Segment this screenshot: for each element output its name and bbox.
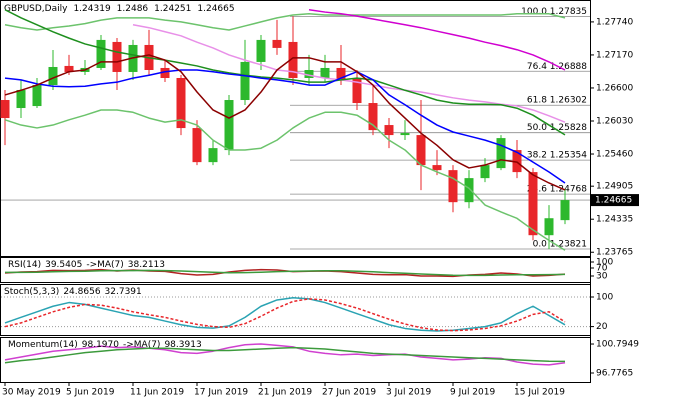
fib-label: 38.2 1.25354 xyxy=(527,151,587,161)
candle-body xyxy=(352,77,362,104)
y-tick-label: 1.23765 xyxy=(596,248,633,258)
indicator-label: Momentum(14) 98.1970 ->MA(7) 98.3913 xyxy=(8,340,202,350)
candle-body xyxy=(512,150,522,173)
candle-body xyxy=(160,67,170,78)
y-tick-label: 1.26600 xyxy=(596,83,633,93)
chart-header: GBPUSD,Daily 1.24319 1.2486 1.24251 1.24665 xyxy=(4,4,235,14)
header-high: 1.2486 xyxy=(117,4,149,14)
symbol-title: GBPUSD,Daily xyxy=(4,4,68,14)
candle-body xyxy=(16,89,26,109)
y-tick-label: 1.24335 xyxy=(596,215,633,225)
y-tick-label: 100 xyxy=(596,293,613,303)
series-line xyxy=(308,8,566,71)
candle-body xyxy=(400,133,410,136)
series-line xyxy=(4,296,566,332)
y-tick-label: 1.26030 xyxy=(596,116,633,126)
series-line xyxy=(4,13,566,31)
fib-label: 23.6 1.24768 xyxy=(527,185,587,195)
y-tick-label: 100.7949 xyxy=(596,340,639,350)
series-line xyxy=(4,298,566,332)
candle-body xyxy=(112,41,122,72)
last-price-box xyxy=(591,194,639,207)
y-tick-label: 96.7765 xyxy=(596,369,633,379)
x-tick-label: 17 Jun 2019 xyxy=(194,388,248,398)
candle-body xyxy=(384,125,394,136)
y-tick-label: 1.27170 xyxy=(596,50,633,60)
candle-body xyxy=(464,178,474,203)
candle-body xyxy=(544,218,554,236)
indicator-value: 38.2113 xyxy=(128,260,165,270)
candle-body xyxy=(416,135,426,166)
series-line xyxy=(4,9,566,136)
fib-label: 0.0 1.23821 xyxy=(533,239,587,249)
candle-body xyxy=(192,128,202,163)
indicator-value: 32.7391 xyxy=(105,287,142,297)
candle-body xyxy=(528,172,538,236)
x-tick-label: 11 Jun 2019 xyxy=(130,388,184,398)
candle-body xyxy=(288,41,298,78)
last-price-label: 1.24665 xyxy=(595,196,632,206)
y-tick-label: 1.25460 xyxy=(596,150,633,160)
series-line xyxy=(4,109,566,251)
fib-label: 61.8 1.26302 xyxy=(527,96,587,106)
x-tick-label: 27 Jun 2019 xyxy=(322,388,376,398)
indicator-name: RSI(14) xyxy=(8,260,41,270)
indicator-value: 98.3913 xyxy=(164,340,201,350)
candle-body xyxy=(256,39,266,62)
x-tick-label: 30 May 2019 xyxy=(2,388,61,398)
fib-label: 100.0 1.27835 xyxy=(521,7,587,17)
x-tick-label: 3 Jul 2019 xyxy=(386,388,431,398)
candle-body xyxy=(240,61,250,101)
y-tick-label: 30 xyxy=(596,272,608,282)
indicator-name: Momentum(14) xyxy=(8,340,78,350)
y-tick-label: 100 xyxy=(596,258,613,268)
candle-body xyxy=(304,70,314,78)
candle-body xyxy=(336,67,346,80)
x-tick-label: 15 Jul 2019 xyxy=(514,388,565,398)
series-line xyxy=(4,69,566,184)
candle-body xyxy=(448,170,458,203)
indicator-name: ->MA(7) xyxy=(123,340,160,350)
candle-body xyxy=(224,100,234,151)
indicator-name: ->MA(7) xyxy=(86,260,123,270)
candle-body xyxy=(480,165,490,179)
header-open: 1.24319 xyxy=(73,4,110,14)
indicator-value: 39.5405 xyxy=(45,260,82,270)
fib-label: 50.0 1.25828 xyxy=(527,123,587,133)
y-tick-label: 20 xyxy=(596,322,608,332)
candle-body xyxy=(0,100,10,119)
indicator-value: 24.8656 xyxy=(63,287,100,297)
y-tick-label: 70 xyxy=(596,264,608,274)
header-close: 1.24665 xyxy=(197,4,234,14)
candle-body xyxy=(320,67,330,78)
y-tick-label: 1.27740 xyxy=(596,17,633,27)
header-low: 1.24251 xyxy=(154,4,191,14)
candle-body xyxy=(496,138,506,169)
indicator-value: 98.1970 xyxy=(82,340,119,350)
x-tick-label: 9 Jul 2019 xyxy=(450,388,495,398)
candle-body xyxy=(560,200,570,221)
series-line xyxy=(5,269,566,277)
candle-body xyxy=(32,85,42,107)
x-tick-label: 5 Jun 2019 xyxy=(66,388,115,398)
indicator-label: RSI(14) 39.5405 ->MA(7) 38.2113 xyxy=(8,260,165,270)
candle-body xyxy=(272,39,282,48)
series-line xyxy=(4,346,566,364)
indicator-label: Stoch(5,3,3) 24.8656 32.7391 xyxy=(4,287,142,297)
indicator-title: Stoch(5,3,3) xyxy=(4,287,59,297)
y-tick-label: 1.24905 xyxy=(596,182,633,192)
series-line xyxy=(4,54,566,191)
series-line xyxy=(132,24,566,123)
candle-body xyxy=(432,165,442,171)
candle-body xyxy=(176,77,186,129)
x-tick-label: 21 Jun 2019 xyxy=(258,388,312,398)
candle-body xyxy=(368,103,378,131)
candle-body xyxy=(96,39,106,68)
candle-body xyxy=(64,65,74,72)
candle-body xyxy=(48,66,58,86)
candle-body xyxy=(208,148,218,163)
series-line xyxy=(4,343,566,366)
